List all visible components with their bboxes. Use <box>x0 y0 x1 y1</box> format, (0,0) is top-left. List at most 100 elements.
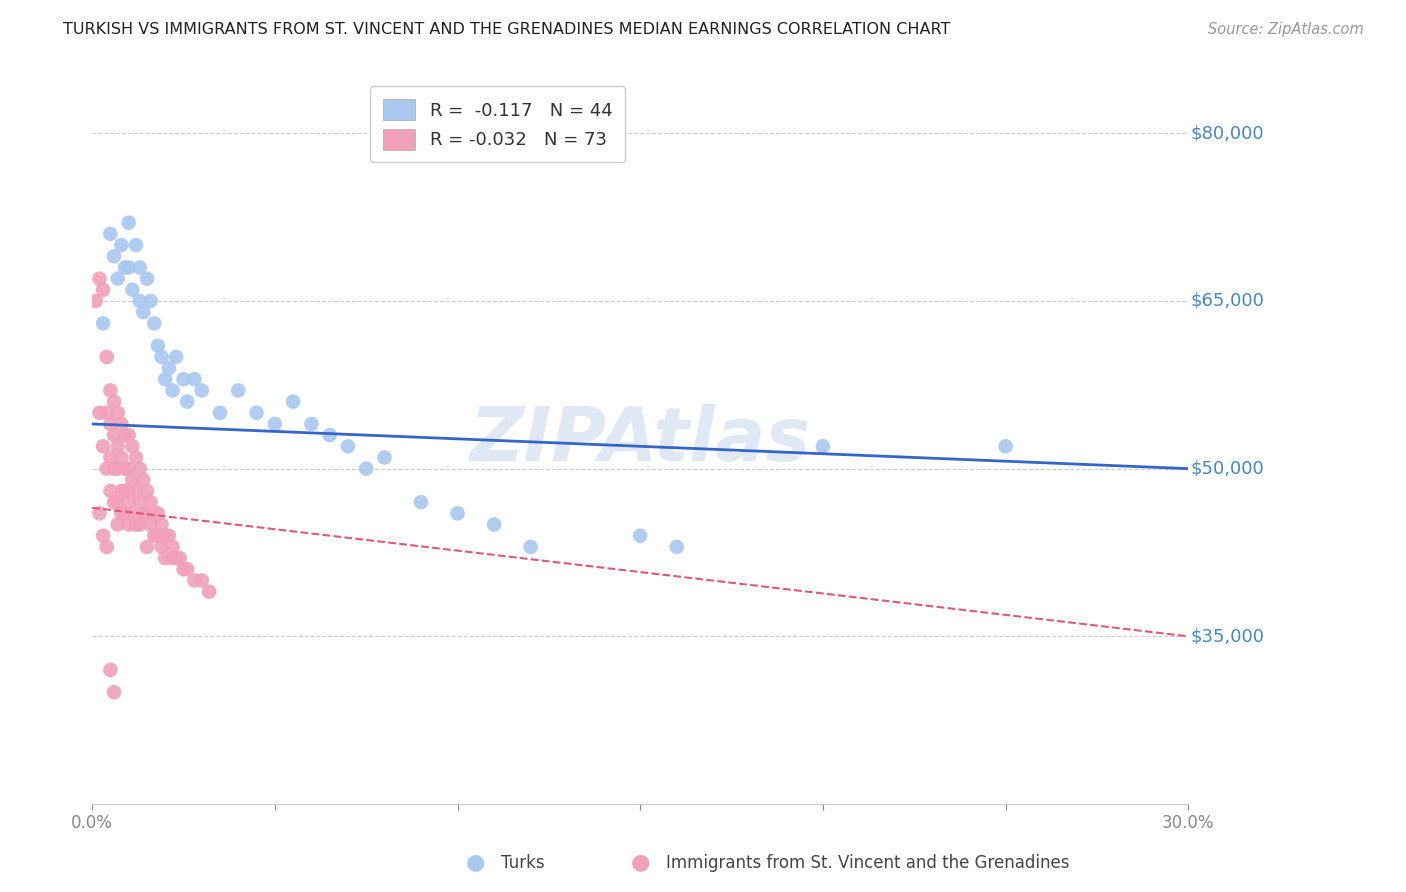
Point <box>183 372 205 386</box>
Point <box>132 305 155 319</box>
Point <box>136 507 159 521</box>
Point <box>91 529 114 543</box>
Point <box>162 384 184 398</box>
Point <box>121 439 143 453</box>
Point <box>150 517 173 532</box>
Point <box>482 517 505 532</box>
Point <box>107 495 129 509</box>
Point <box>114 260 136 275</box>
Point <box>103 685 125 699</box>
Point <box>110 450 132 465</box>
Point <box>245 406 267 420</box>
Point <box>173 562 195 576</box>
Point <box>132 473 155 487</box>
Point <box>155 372 177 386</box>
Point <box>128 495 150 509</box>
Point <box>107 461 129 475</box>
Point <box>89 271 111 285</box>
Point <box>91 439 114 453</box>
Point <box>139 517 162 532</box>
Point <box>162 540 184 554</box>
Text: TURKISH VS IMMIGRANTS FROM ST. VINCENT AND THE GRENADINES MEDIAN EARNINGS CORREL: TURKISH VS IMMIGRANTS FROM ST. VINCENT A… <box>63 22 950 37</box>
Point <box>91 316 114 330</box>
Text: Immigrants from St. Vincent and the Grenadines: Immigrants from St. Vincent and the Gren… <box>665 855 1069 872</box>
Point <box>118 216 141 230</box>
Point <box>121 473 143 487</box>
Point <box>169 551 191 566</box>
Point <box>103 461 125 475</box>
Point <box>110 238 132 252</box>
Point <box>107 517 129 532</box>
Point <box>107 439 129 453</box>
Text: Source: ZipAtlas.com: Source: ZipAtlas.com <box>1208 22 1364 37</box>
Point <box>354 461 377 475</box>
Point <box>811 439 834 453</box>
Text: $80,000: $80,000 <box>1191 124 1264 143</box>
Text: $35,000: $35,000 <box>1191 627 1264 645</box>
Point <box>118 517 141 532</box>
Point <box>100 227 122 241</box>
Point <box>157 361 180 376</box>
Point <box>198 584 221 599</box>
Point <box>121 283 143 297</box>
Point <box>84 293 107 308</box>
Point <box>143 529 166 543</box>
Point <box>155 551 177 566</box>
Point <box>107 271 129 285</box>
Point <box>228 384 250 398</box>
Point <box>125 238 148 252</box>
Point <box>121 507 143 521</box>
Point <box>162 551 184 566</box>
Point <box>100 450 122 465</box>
Point <box>165 350 187 364</box>
Point <box>446 507 468 521</box>
Point <box>100 663 122 677</box>
Point <box>96 461 118 475</box>
Point <box>176 394 198 409</box>
Point <box>665 540 688 554</box>
Point <box>281 394 304 409</box>
Point <box>336 439 359 453</box>
Point <box>118 461 141 475</box>
Point <box>89 406 111 420</box>
Point <box>150 540 173 554</box>
Point <box>100 384 122 398</box>
Point <box>146 529 169 543</box>
Point <box>143 507 166 521</box>
Point <box>146 339 169 353</box>
Point <box>299 417 322 431</box>
Point <box>118 483 141 498</box>
Point <box>114 428 136 442</box>
Point <box>139 293 162 308</box>
Point <box>118 428 141 442</box>
Point <box>136 540 159 554</box>
Point <box>157 529 180 543</box>
Point <box>110 507 132 521</box>
Point <box>125 517 148 532</box>
Point <box>136 483 159 498</box>
Text: $50,000: $50,000 <box>1191 459 1264 477</box>
Point <box>191 384 214 398</box>
Point <box>994 439 1017 453</box>
Point <box>100 483 122 498</box>
Text: Turks: Turks <box>501 855 544 872</box>
Point <box>128 293 150 308</box>
Point <box>100 417 122 431</box>
Point <box>125 483 148 498</box>
Point <box>107 406 129 420</box>
Point <box>118 260 141 275</box>
Point <box>114 461 136 475</box>
Point <box>209 406 232 420</box>
Point <box>118 495 141 509</box>
Point <box>191 574 214 588</box>
Point <box>139 495 162 509</box>
Point <box>132 507 155 521</box>
Point <box>125 450 148 465</box>
Point <box>143 316 166 330</box>
Point <box>128 461 150 475</box>
Text: ●: ● <box>630 853 650 872</box>
Point <box>519 540 541 554</box>
Point <box>173 372 195 386</box>
Text: ZIPAtlas: ZIPAtlas <box>470 404 811 477</box>
Point <box>318 428 340 442</box>
